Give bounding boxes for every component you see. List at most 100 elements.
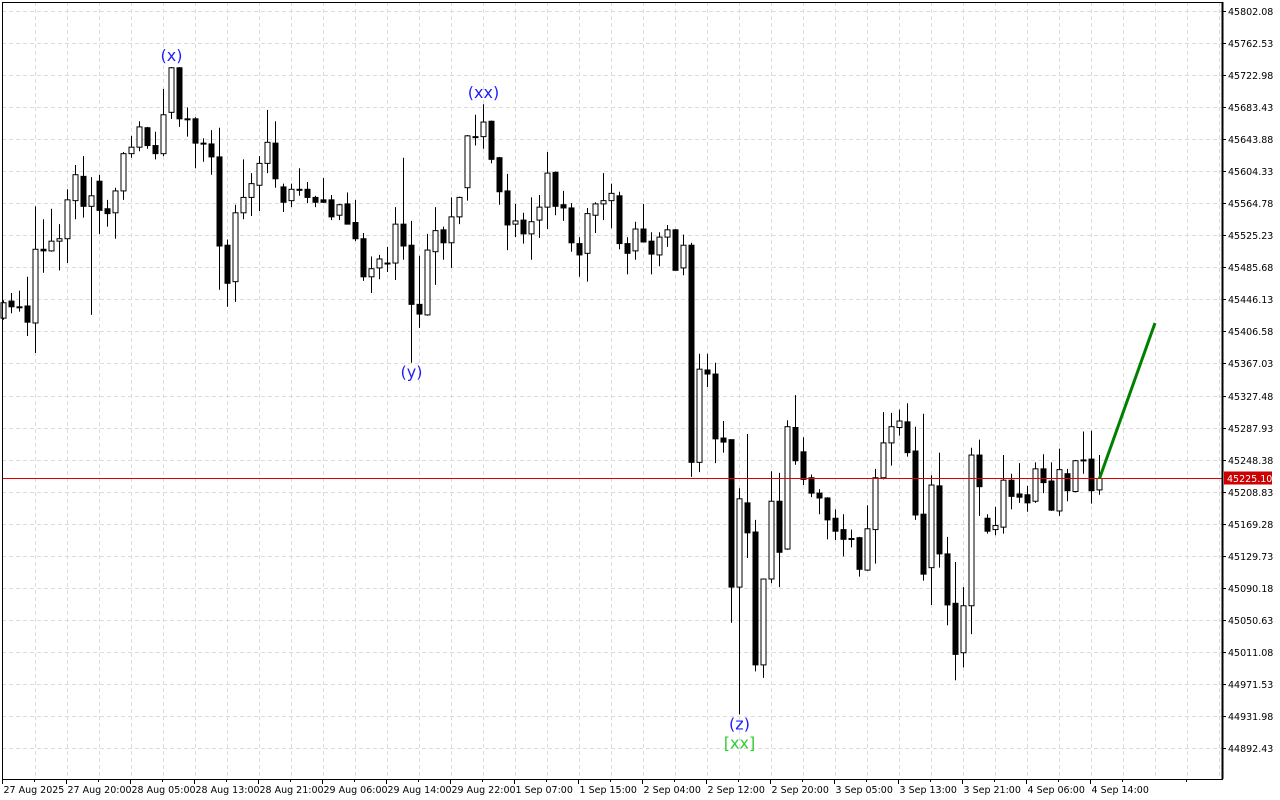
- x-tick-label: 2 Sep 04:00: [644, 785, 701, 796]
- candle-body-bull: [240, 196, 247, 214]
- candle: [312, 195, 319, 208]
- candle: [272, 121, 279, 188]
- candle: [768, 471, 775, 584]
- candle-body-bull: [112, 190, 119, 214]
- candle: [464, 135, 471, 201]
- candle: [376, 254, 383, 280]
- candle-body-bull: [536, 206, 543, 221]
- candle-body-bull: [168, 67, 175, 113]
- wave-label: (y): [401, 363, 423, 382]
- y-tick-label: 45485.68: [1228, 263, 1273, 274]
- candle: [200, 138, 207, 162]
- candle: [16, 290, 23, 312]
- candle-body-bull: [32, 248, 39, 324]
- candle: [616, 191, 623, 250]
- x-tick-label: 29 Aug 22:00: [452, 785, 516, 796]
- candle-body-bull: [600, 200, 607, 205]
- candle-body-bull: [256, 162, 263, 186]
- candle-body-bull: [584, 213, 591, 254]
- y-tick-label: 44892.43: [1228, 744, 1273, 755]
- candle-body-bull: [464, 135, 471, 189]
- candle-body-bear: [296, 188, 303, 191]
- candle-body-bear: [648, 240, 655, 255]
- candle-body-bear: [352, 222, 359, 240]
- candle-body-bear: [224, 244, 231, 284]
- candle: [1064, 468, 1071, 502]
- y-tick-label: 45248.38: [1228, 456, 1273, 467]
- candle-body-bear: [552, 171, 559, 207]
- candle: [496, 156, 503, 205]
- candle-body-bull: [1080, 459, 1087, 462]
- x-tick-label: 4 Sep 14:00: [1092, 785, 1149, 796]
- candle-body-bear: [472, 136, 479, 139]
- candle-body-bull: [48, 240, 55, 252]
- candle: [920, 413, 927, 581]
- candle-body-bear: [176, 67, 183, 120]
- candle: [824, 497, 831, 540]
- candle: [576, 237, 583, 277]
- candle: [8, 293, 15, 314]
- candle-body-bull: [544, 172, 551, 208]
- candle-body-bear: [776, 500, 783, 553]
- candle-body-bear: [272, 142, 279, 180]
- candle-body-bear: [944, 553, 951, 606]
- y-tick-label: 45327.48: [1228, 392, 1273, 403]
- y-tick-label: 45683.43: [1228, 103, 1273, 114]
- candle: [592, 202, 599, 234]
- candle-body-bear: [704, 369, 711, 375]
- candle-body-bear: [840, 529, 847, 540]
- candle: [208, 130, 215, 175]
- candle: [320, 177, 327, 204]
- candle: [32, 206, 39, 353]
- candle: [744, 433, 751, 558]
- candle: [656, 232, 663, 267]
- candle: [624, 237, 631, 275]
- candle: [112, 187, 119, 239]
- y-tick-label: 45050.63: [1228, 616, 1273, 627]
- candle-body-bear: [144, 127, 151, 147]
- x-tick-label: 29 Aug 06:00: [324, 785, 388, 796]
- candle: [952, 562, 959, 681]
- candle: [0, 300, 7, 320]
- candle: [256, 156, 263, 212]
- candle: [96, 174, 103, 234]
- candle: [888, 412, 895, 466]
- candle: [872, 468, 879, 564]
- wave-label: (z): [729, 714, 750, 733]
- candle-body-bear: [624, 243, 631, 254]
- candle: [216, 127, 223, 290]
- candle-body-bear: [720, 437, 727, 443]
- y-tick-label: 45525.23: [1228, 231, 1273, 242]
- y-tick-label: 44931.98: [1228, 712, 1273, 723]
- candle: [1048, 462, 1055, 511]
- candle-body-bear: [832, 517, 839, 532]
- candle: [248, 173, 255, 217]
- candle-body-bear: [1064, 473, 1071, 492]
- candle-body-bear: [688, 244, 695, 463]
- x-tick-label: 4 Sep 06:00: [1028, 785, 1085, 796]
- candle-body-bull: [336, 204, 343, 216]
- candle-body-bull: [88, 195, 95, 207]
- candle: [440, 226, 447, 260]
- candle: [680, 234, 687, 276]
- candle-body-bull: [960, 605, 967, 654]
- candle-body-bull: [1096, 477, 1103, 491]
- candle: [688, 242, 695, 477]
- candle: [80, 156, 87, 218]
- candle-body-bear: [848, 538, 855, 541]
- candle: [352, 199, 359, 242]
- candle: [1056, 448, 1063, 516]
- x-tick-label: 27 Aug 20:00: [68, 785, 132, 796]
- candle-body-bull: [632, 228, 639, 252]
- candle-body-bull: [872, 477, 879, 531]
- candle: [304, 182, 311, 204]
- candle-body-bear: [640, 228, 647, 243]
- current-price-badge: [1224, 471, 1272, 485]
- candle-body-bull: [456, 196, 463, 218]
- candle-body-bear: [936, 485, 943, 555]
- candle-body-bull: [480, 121, 487, 138]
- candle-body-bear: [216, 156, 223, 247]
- candle-body-bull: [864, 528, 871, 571]
- candle: [544, 152, 551, 230]
